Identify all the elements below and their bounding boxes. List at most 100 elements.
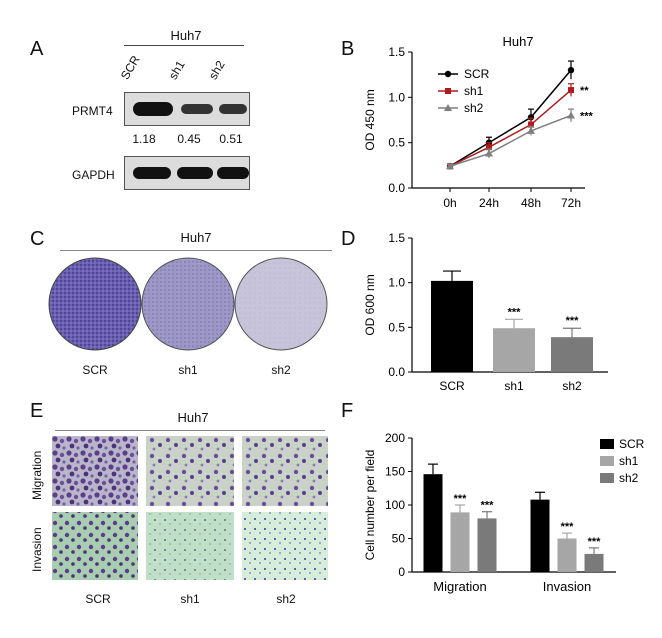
band-prmt4-sh1 xyxy=(181,104,213,114)
panel-c-cell-line: Huh7 xyxy=(180,230,212,245)
point-sh2 xyxy=(567,111,575,119)
x-tick-label: 0h xyxy=(443,196,456,210)
image-label-scr: SCR xyxy=(85,592,111,606)
significance: *** xyxy=(454,493,468,505)
y-axis-label: Cell number per field xyxy=(363,450,377,561)
significance-sh2: *** xyxy=(566,315,580,327)
image-label-sh2: sh2 xyxy=(276,592,296,606)
y-tick-label: 0 xyxy=(398,565,405,579)
quant-scr: 1.18 xyxy=(132,132,156,146)
chart-title: Huh7 xyxy=(502,34,533,49)
y-tick-label: 200 xyxy=(385,431,405,445)
image-migration-sh1 xyxy=(146,436,234,506)
legend-label-sh1: sh1 xyxy=(464,84,484,98)
bar-Invasion-sh1 xyxy=(557,538,577,572)
gapdh-blot xyxy=(124,156,250,190)
prmt4-blot xyxy=(124,92,250,126)
image-migration-sh2 xyxy=(242,436,328,506)
colony-plates xyxy=(48,257,328,351)
band-prmt4-sh2 xyxy=(219,104,247,114)
plate-sh2 xyxy=(234,257,328,351)
bar-Migration-sh1 xyxy=(450,512,470,572)
lane-label-scr: SCR xyxy=(117,53,143,82)
panel-a-cell-line: Huh7 xyxy=(170,28,202,43)
band-gapdh-scr xyxy=(133,167,171,179)
lane-label-sh2: sh2 xyxy=(205,58,228,82)
bar-Migration-sh2 xyxy=(477,518,497,572)
y-tick-label: 150 xyxy=(385,465,405,479)
panel-label-f: F xyxy=(341,400,354,422)
bar-Migration-SCR xyxy=(423,474,443,572)
series-line-SCR xyxy=(449,69,572,167)
plate-sh1 xyxy=(141,257,235,351)
x-tick-label: 48h xyxy=(521,196,541,210)
legend-label-sh1: sh1 xyxy=(619,454,639,468)
bar-sh1 xyxy=(493,328,535,372)
band-gapdh-sh2 xyxy=(217,167,249,179)
legend-swatch-sh2 xyxy=(600,473,614,483)
quant-sh1: 0.45 xyxy=(177,132,201,146)
legend-label-SCR: SCR xyxy=(619,437,645,451)
prmt4-label: PRMT4 xyxy=(72,104,113,118)
point-SCR xyxy=(527,114,535,121)
x-tick-label: Invasion xyxy=(543,579,591,594)
bar-sh2 xyxy=(551,337,593,372)
y-tick-label: 50 xyxy=(392,532,406,546)
y-tick-label: 0.0 xyxy=(388,365,405,379)
y-tick-label: 1.0 xyxy=(388,276,405,290)
series-line-sh1 xyxy=(449,89,572,167)
significance: *** xyxy=(588,536,602,548)
plate-scr xyxy=(48,257,142,351)
band-gapdh-sh1 xyxy=(177,167,213,179)
point-SCR xyxy=(567,66,575,74)
x-tick-label: 24h xyxy=(479,196,499,210)
panel-e-cell-line: Huh7 xyxy=(177,410,209,425)
image-invasion-sh1 xyxy=(146,512,234,580)
significance-sh1: ** xyxy=(580,85,589,97)
point-sh1 xyxy=(486,144,492,151)
legend-marker-SCR xyxy=(444,70,452,78)
legend-marker-sh2 xyxy=(444,104,452,111)
significance: *** xyxy=(561,521,575,533)
point-sh1 xyxy=(528,121,534,128)
lane-label-sh1: sh1 xyxy=(165,58,188,82)
y-tick-label: 0.5 xyxy=(388,136,405,150)
significance: *** xyxy=(481,500,495,512)
point-sh2 xyxy=(527,126,535,134)
x-tick-label: Migration xyxy=(433,579,486,594)
point-sh2 xyxy=(485,149,493,157)
x-tick-label: sh2 xyxy=(562,379,582,393)
plate-label-sh2: sh2 xyxy=(271,363,291,377)
legend-swatch-SCR xyxy=(600,439,614,449)
legend-label-sh2: sh2 xyxy=(464,101,484,115)
significance-sh2: *** xyxy=(580,110,594,122)
panel-label-b: B xyxy=(341,38,355,60)
chart-f: 0 50 100 150 200 Cell number per field *** *** M… xyxy=(363,431,645,594)
panel-label-d: D xyxy=(341,228,356,250)
point-sh2 xyxy=(446,162,454,170)
panel-label-e: E xyxy=(30,400,44,422)
x-tick-label: 72h xyxy=(561,196,581,210)
row-label-migration: Migration xyxy=(30,450,44,500)
x-tick-label: SCR xyxy=(439,379,465,393)
point-sh1 xyxy=(568,87,574,94)
legend-label-sh2: sh2 xyxy=(619,471,639,485)
panel-c-header-line xyxy=(60,250,332,251)
y-tick-label: 0.0 xyxy=(388,181,405,195)
x-tick-label: sh1 xyxy=(504,379,524,393)
plate-label-sh1: sh1 xyxy=(178,363,198,377)
bar-SCR xyxy=(431,280,473,372)
image-invasion-scr xyxy=(52,512,138,580)
y-tick-label: 100 xyxy=(385,498,405,512)
y-tick-label: 1.0 xyxy=(388,90,405,104)
quant-sh2: 0.51 xyxy=(219,132,243,146)
gapdh-label: GAPDH xyxy=(72,168,115,182)
panel-e-header-line xyxy=(55,430,325,431)
transwell-images xyxy=(52,436,328,580)
row-label-invasion: Invasion xyxy=(30,527,44,572)
y-tick-label: 1.5 xyxy=(388,45,405,59)
chart-d: 0.0 0.5 1.0 1.5 OD 600 nm SCR *** sh1 *** sh2 xyxy=(363,231,608,393)
panel-a-header-line xyxy=(124,45,244,46)
panel-label-c: C xyxy=(30,228,45,250)
